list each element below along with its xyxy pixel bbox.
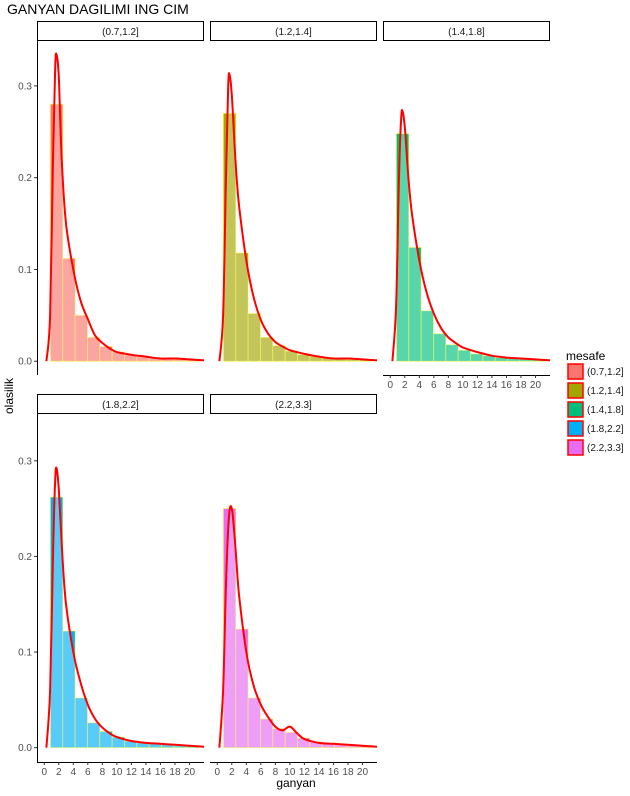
density-line bbox=[218, 505, 378, 748]
density-area bbox=[46, 467, 205, 748]
x-tick-label: 18 bbox=[169, 767, 181, 778]
chart-title: GANYAN DAGILIMI ING CIM bbox=[7, 1, 189, 17]
density-line bbox=[218, 72, 378, 362]
histogram-bar bbox=[235, 628, 249, 749]
legend-label: (1.4,1.8] bbox=[587, 405, 624, 416]
legend-label: (2.2,3.3] bbox=[587, 443, 624, 454]
legend: mesafe (0.7,1.2] (1.2,1.4] (1.4,1.8] (1.8,2… bbox=[566, 349, 624, 456]
x-tick-label: 8 bbox=[446, 380, 452, 391]
facet-panel: (1.8,2.2] 0.0 0.1 0.2 0.3 0 2 4 6 8 10 12 14 16 18 20 bbox=[18, 394, 205, 778]
x-tick-label: 4 bbox=[417, 380, 423, 391]
facet-panel: (1.4,1.8] 0 2 4 6 8 10 12 14 16 18 20 bbox=[383, 21, 551, 391]
x-tick-label: 0 bbox=[214, 767, 220, 778]
facet-strip-label: (0.7,1.2] bbox=[102, 27, 139, 38]
legend-label: (0.7,1.2] bbox=[587, 367, 624, 378]
y-tick-label: 0.1 bbox=[18, 265, 32, 276]
x-tick-label: 4 bbox=[71, 767, 77, 778]
x-tick-label: 10 bbox=[457, 380, 469, 391]
x-tick-label: 14 bbox=[313, 767, 325, 778]
density-area bbox=[392, 110, 550, 362]
x-tick-label: 2 bbox=[402, 380, 408, 391]
x-tick-label: 2 bbox=[229, 767, 235, 778]
histogram-bar bbox=[235, 252, 249, 362]
legend-key bbox=[567, 382, 584, 399]
x-tick-label: 10 bbox=[284, 767, 296, 778]
legend-title: mesafe bbox=[566, 349, 606, 363]
x-tick-label: 8 bbox=[100, 767, 106, 778]
density-area bbox=[219, 506, 377, 748]
facet-strip bbox=[210, 394, 377, 414]
x-tick-label: 20 bbox=[184, 767, 196, 778]
y-tick-label: 0.1 bbox=[18, 648, 32, 659]
facet-strip-label: (1.8,2.2] bbox=[102, 400, 139, 411]
x-tick-label: 0 bbox=[387, 380, 393, 391]
x-tick-label: 8 bbox=[273, 767, 279, 778]
x-tick-label: 12 bbox=[299, 767, 311, 778]
x-axis-title: ganyan bbox=[276, 776, 315, 790]
x-tick-label: 12 bbox=[472, 380, 484, 391]
x-tick-label: 18 bbox=[342, 767, 354, 778]
x-tick-label: 0 bbox=[41, 767, 47, 778]
density-line bbox=[45, 52, 205, 362]
facet-strip bbox=[210, 21, 377, 41]
x-tick-label: 16 bbox=[501, 380, 513, 391]
x-tick-label: 12 bbox=[126, 767, 138, 778]
x-tick-label: 4 bbox=[244, 767, 250, 778]
histogram-bar bbox=[62, 258, 76, 362]
x-tick-label: 20 bbox=[357, 767, 369, 778]
legend-label: (1.2,1.4] bbox=[587, 386, 624, 397]
y-tick-label: 0.2 bbox=[18, 173, 32, 184]
facet-panel: (2.2,3.3] 0 2 4 6 8 10 12 14 16 18 20 bbox=[210, 394, 378, 778]
x-tick-label: 20 bbox=[530, 380, 542, 391]
facet-strip-label: (1.4,1.8] bbox=[448, 27, 485, 38]
y-axis-title: olasilik bbox=[2, 377, 16, 414]
x-tick-label: 18 bbox=[515, 380, 527, 391]
x-tick-label: 16 bbox=[328, 767, 340, 778]
facet-panel: (1.2,1.4] bbox=[210, 21, 378, 362]
facet-strip-label: (2.2,3.3] bbox=[275, 400, 312, 411]
x-tick-label: 2 bbox=[56, 767, 62, 778]
y-tick-label: 0.2 bbox=[18, 552, 32, 563]
facet-panel: (0.7,1.2] 0.0 0.1 0.2 0.3 bbox=[18, 21, 205, 375]
x-tick-label: 6 bbox=[431, 380, 437, 391]
facet-strip-label: (1.2,1.4] bbox=[275, 27, 312, 38]
facet-strip bbox=[37, 394, 204, 414]
facet-panels: (0.7,1.2] 0.0 0.1 0.2 0.3 (1.2,1.4] (1.4,1.8] 0… bbox=[18, 21, 551, 778]
legend-key bbox=[567, 439, 584, 456]
x-tick-label: 10 bbox=[111, 767, 123, 778]
histogram-bar bbox=[408, 247, 422, 362]
x-tick-label: 6 bbox=[258, 767, 264, 778]
x-tick-label: 16 bbox=[155, 767, 167, 778]
y-tick-label: 0.0 bbox=[18, 357, 32, 368]
legend-key bbox=[567, 363, 584, 380]
x-tick-label: 14 bbox=[486, 380, 498, 391]
y-tick-label: 0.0 bbox=[18, 743, 32, 754]
y-tick-label: 0.3 bbox=[18, 81, 32, 92]
legend-key bbox=[567, 401, 584, 418]
x-tick-label: 6 bbox=[85, 767, 91, 778]
legend-key bbox=[567, 420, 584, 437]
y-tick-label: 0.3 bbox=[18, 456, 32, 467]
facet-strip bbox=[383, 21, 550, 41]
density-area bbox=[46, 53, 205, 362]
density-line bbox=[45, 466, 205, 748]
x-tick-label: 14 bbox=[140, 767, 152, 778]
legend-label: (1.8,2.2] bbox=[587, 424, 624, 435]
facet-strip bbox=[37, 21, 204, 41]
density-line bbox=[391, 109, 551, 362]
density-area bbox=[219, 73, 377, 362]
